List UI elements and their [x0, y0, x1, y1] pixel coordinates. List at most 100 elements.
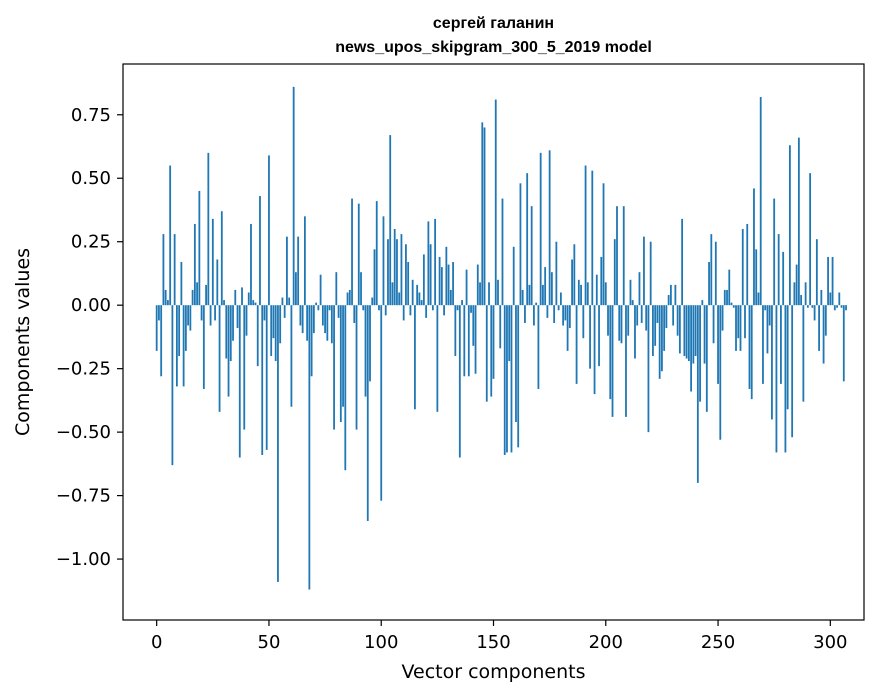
bar [708, 262, 710, 306]
bar [524, 305, 526, 323]
bar [472, 305, 475, 346]
y-tick-label: −0.50 [56, 422, 111, 443]
y-tick-label: −0.75 [56, 486, 111, 507]
bar [414, 305, 416, 410]
bar [178, 305, 181, 356]
bar [454, 305, 457, 356]
bar [344, 305, 347, 471]
bar [515, 305, 517, 422]
bar [427, 221, 430, 306]
bar [732, 305, 735, 308]
bar [741, 229, 744, 306]
bar [575, 305, 578, 384]
bar [833, 305, 836, 311]
plot-frame [122, 63, 865, 621]
bar [809, 173, 812, 306]
bar [622, 206, 625, 306]
bar [564, 305, 567, 321]
bar [191, 289, 194, 306]
bar [229, 305, 232, 362]
bar [728, 269, 731, 306]
bar [485, 305, 488, 402]
bar [620, 305, 623, 344]
bar [274, 305, 277, 362]
bar [665, 305, 668, 329]
x-tick-label: 100 [364, 632, 398, 653]
bar [777, 234, 780, 306]
bar [452, 262, 454, 306]
bar [757, 292, 760, 306]
bar [295, 272, 297, 306]
bar [164, 289, 167, 306]
bar [652, 305, 654, 356]
y-axis-ticks: 0.75 0.50 0.25 0.00 −0.25 −0.50 −0.75 −1.00 [56, 105, 123, 570]
bar [506, 305, 508, 453]
bar [845, 305, 847, 311]
bar [474, 305, 477, 374]
bar [726, 289, 728, 306]
bar [312, 305, 315, 334]
y-tick-label: 0.25 [71, 232, 111, 253]
bar [389, 135, 392, 306]
bar [804, 282, 807, 306]
x-tick-label: 300 [813, 632, 847, 653]
bar [362, 305, 365, 311]
bar [533, 305, 535, 326]
bar [286, 236, 288, 306]
y-tick-label: 0.50 [71, 168, 111, 189]
bar [537, 305, 540, 389]
bar [685, 305, 688, 359]
bar [279, 305, 282, 344]
chart-title-line-2: news_upos_skipgram_300_5_2019 model [335, 39, 652, 56]
y-axis-label: Components values [12, 248, 34, 436]
bar [584, 165, 587, 306]
bar [351, 198, 353, 306]
bar [607, 305, 609, 336]
bar [310, 305, 313, 377]
bar [739, 305, 742, 351]
bar [366, 305, 369, 521]
bar [265, 305, 268, 450]
bar [431, 305, 434, 311]
bar [562, 305, 565, 326]
bar [582, 305, 585, 339]
bar [250, 223, 252, 306]
bar [719, 305, 722, 440]
bar [824, 305, 827, 336]
bar [705, 305, 708, 412]
bar [782, 251, 785, 306]
bar [443, 305, 445, 316]
bar [795, 264, 798, 306]
bar [611, 305, 614, 417]
y-tick-label: −1.00 [56, 549, 111, 570]
bar [683, 305, 686, 356]
bar [714, 241, 717, 306]
bar [815, 239, 818, 306]
bar [661, 305, 663, 372]
bar [364, 305, 367, 397]
bar [521, 289, 524, 306]
bar [573, 244, 576, 306]
bar [207, 152, 210, 306]
bar [712, 305, 715, 344]
bar [434, 218, 437, 306]
bar [687, 305, 690, 362]
bar [162, 234, 165, 306]
bar [301, 305, 304, 334]
bar [436, 305, 439, 412]
bar [259, 196, 261, 306]
bar [701, 300, 704, 306]
bar [261, 305, 264, 455]
bar [236, 305, 239, 329]
y-tick-label: −0.25 [56, 359, 111, 380]
bar [775, 305, 778, 453]
bar [490, 305, 493, 397]
bar [836, 305, 838, 308]
bar [184, 305, 187, 351]
bar [580, 284, 582, 306]
x-tick-label: 0 [151, 632, 162, 653]
bar [703, 305, 706, 364]
bar [200, 305, 203, 321]
bar [629, 279, 632, 306]
bar [710, 234, 713, 306]
